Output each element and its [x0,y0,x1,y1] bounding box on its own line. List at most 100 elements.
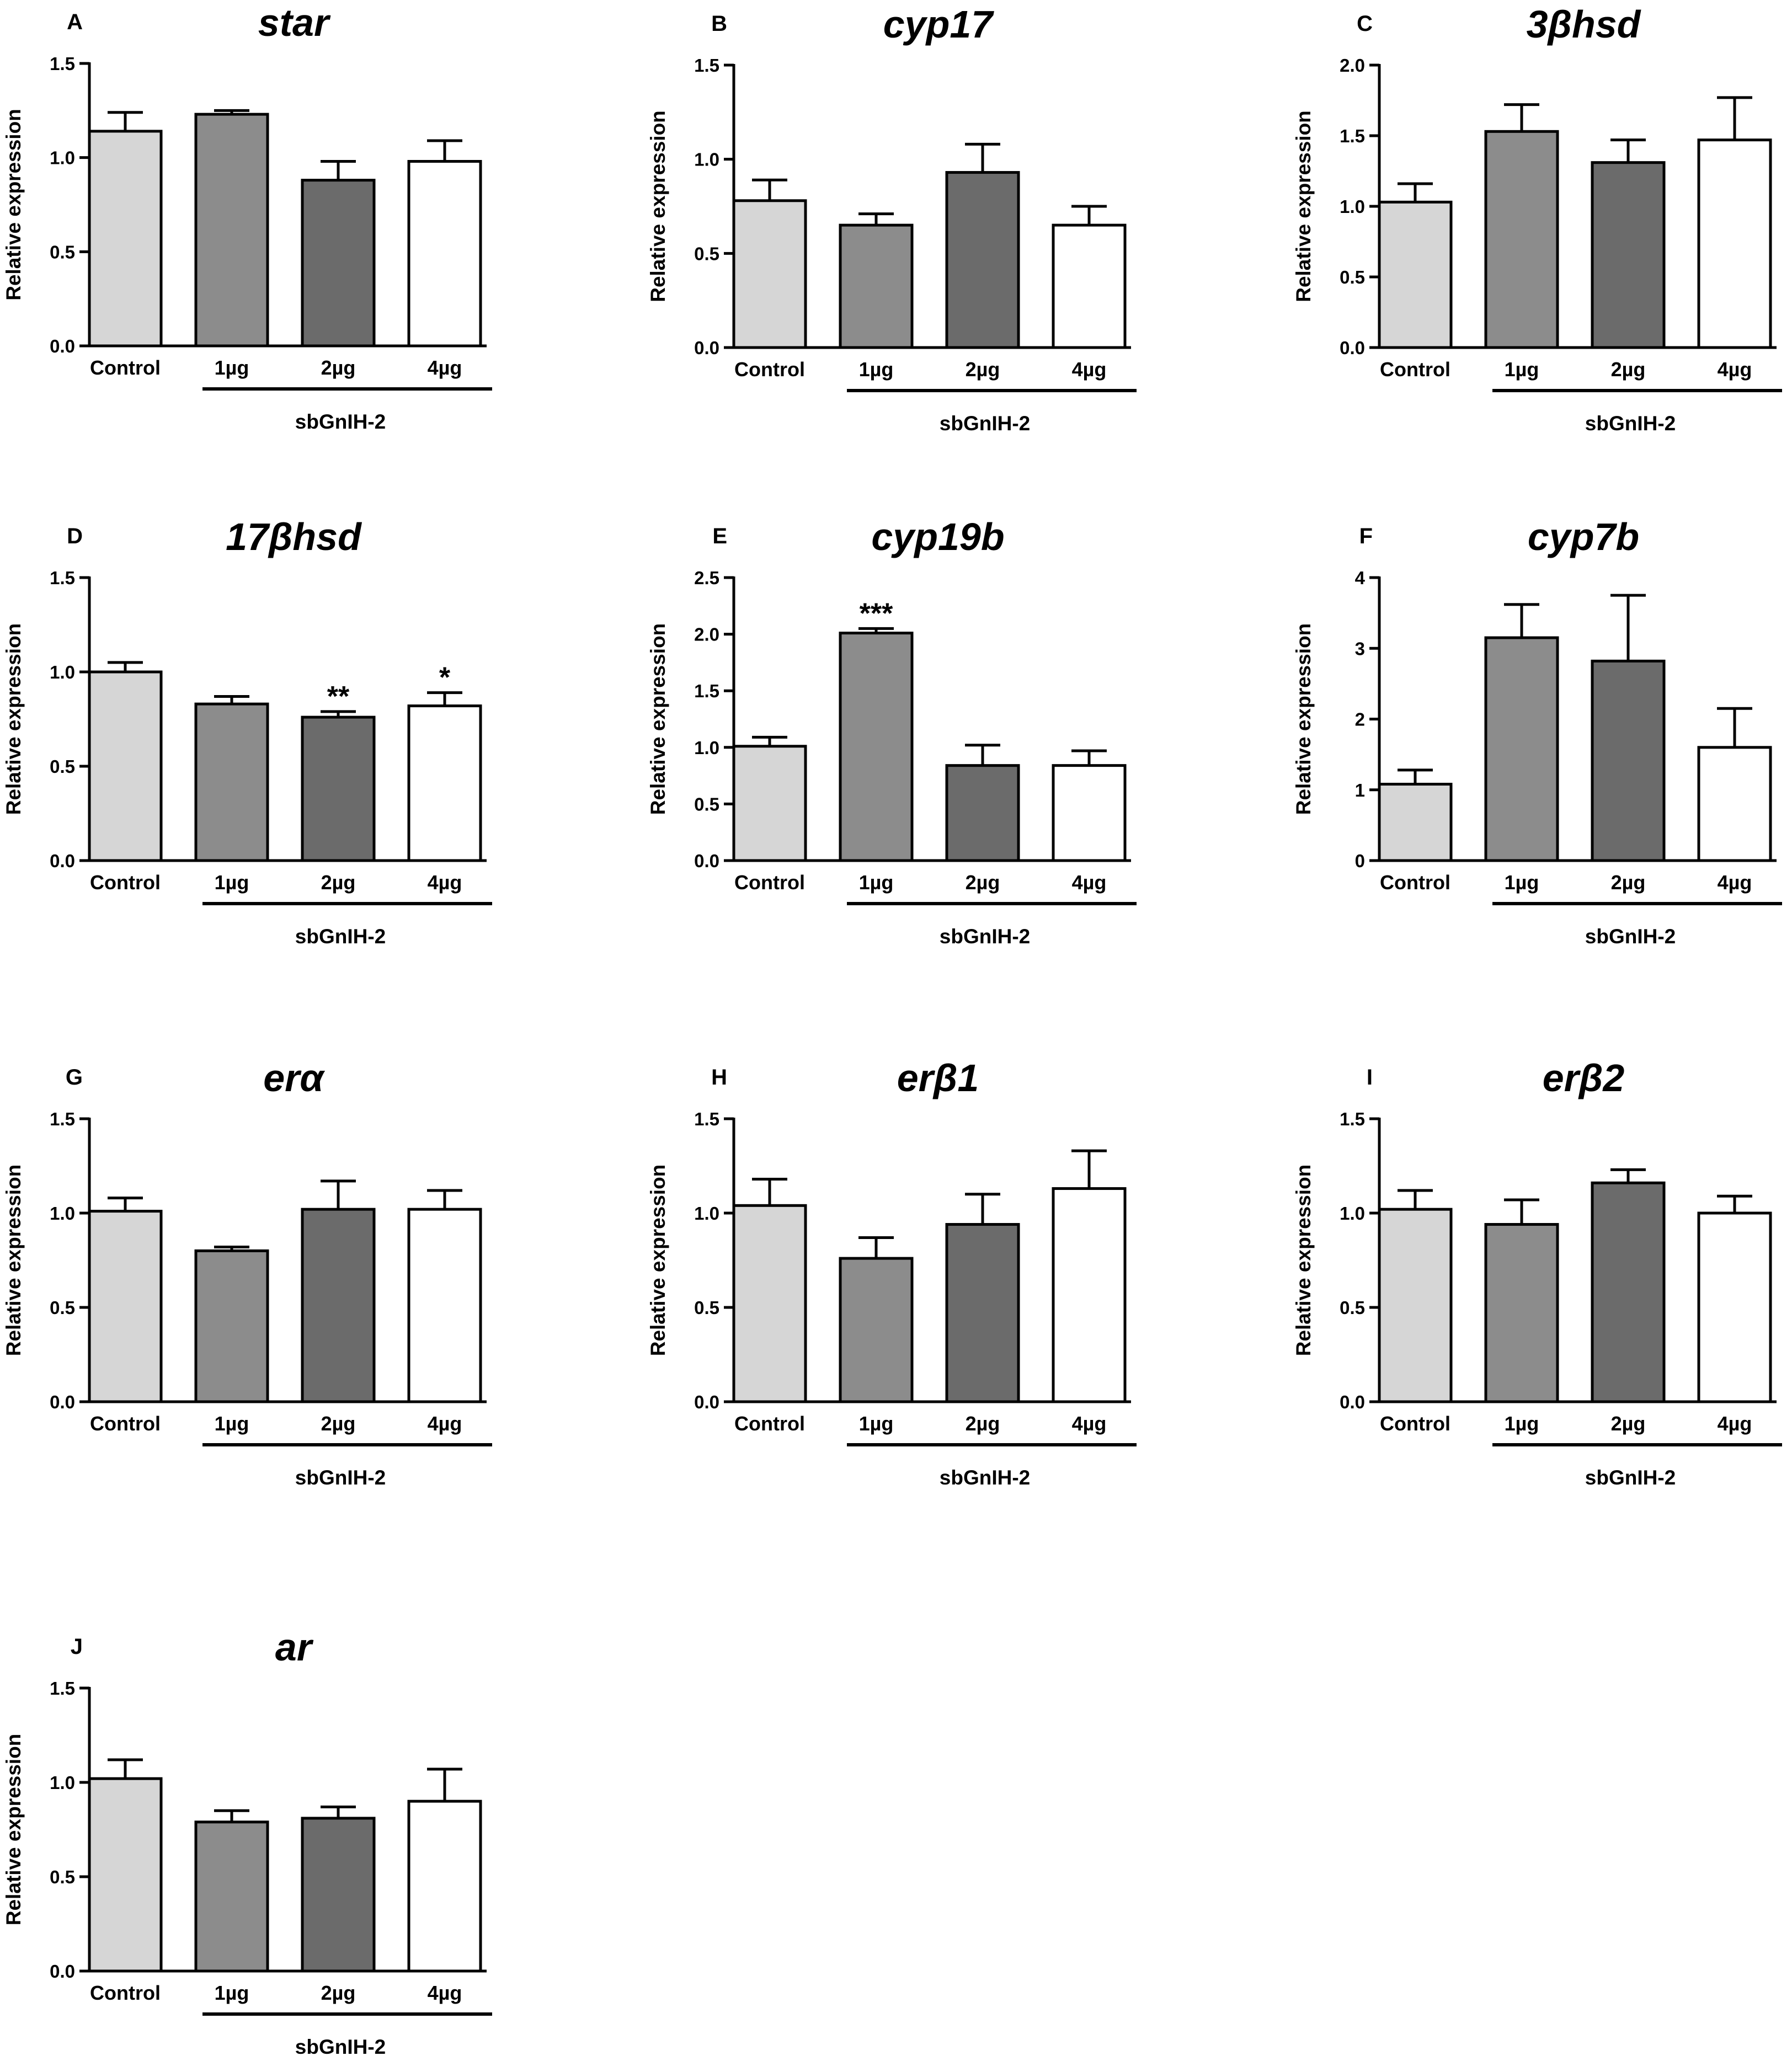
bar-4g [407,159,482,348]
y-tick-label: 1.0 [694,149,719,170]
bar-4g [1697,1211,1772,1403]
bar-2g [301,715,376,862]
y-tick-label: 0.0 [694,1392,719,1412]
y-tick-label: 0.5 [694,1297,719,1318]
x-tick-label: Control [1380,871,1450,894]
x-tick-label: Control [734,358,805,381]
y-tick-label: 2 [1355,709,1365,730]
x-tick-label: 4µg [428,871,462,894]
chart-title: 3βhsd [1527,3,1641,46]
panel-letter: F [1359,524,1373,548]
bar-1g [194,113,269,348]
x-tick-label: 4µg [1072,1412,1107,1435]
bar-1g [1484,1223,1559,1403]
bar-1g [194,1820,269,1973]
x-tick-label: 2µg [966,1412,1000,1435]
chart-title: cyp17 [883,3,995,46]
y-tick-label: 1.0 [50,662,75,682]
y-tick-label: 0.5 [50,756,75,777]
panel-letter: C [1357,12,1373,36]
bar-4g [407,1799,482,1973]
bar-control [732,1204,807,1403]
bar-control [88,1210,163,1403]
x-tick-label: Control [734,871,805,894]
y-tick-label: 1.5 [50,54,75,74]
x-tick-label: Control [90,356,161,379]
y-tick-label: 1.5 [50,1109,75,1129]
bar-4g [1052,1187,1127,1403]
x-tick-label: 4µg [1718,871,1752,894]
y-tick-label: 3 [1355,638,1365,659]
panel-letter: E [712,524,727,548]
significance-marker: ** [327,681,350,713]
x-tick-label: 1µg [859,1412,894,1435]
y-tick-label: 1.0 [50,148,75,168]
y-tick-label: 1.5 [50,568,75,588]
y-axis-label: Relative expression [2,1734,25,1926]
x-tick-label: 1µg [1505,871,1539,894]
panel-letter: G [66,1065,83,1090]
bar-2g [1591,659,1666,862]
bar-1g [1484,636,1559,862]
bar-2g [1591,1181,1666,1403]
x-tick-label: 1µg [215,356,249,379]
x-tick-label: 4µg [1072,358,1107,381]
x-tick-label: 4µg [1718,358,1752,381]
bar-4g [1052,223,1127,349]
chart-title: 17βhsd [226,515,362,558]
y-axis-label: Relative expression [2,1165,25,1357]
chart-title: ar [275,1626,314,1669]
y-tick-label: 0.0 [694,338,719,358]
treatment-group-label: sbGnIH-2 [295,1466,386,1489]
bar-1g [194,702,269,862]
x-tick-label: 4µg [1718,1412,1752,1435]
y-tick-label: 0.0 [50,1961,75,1982]
bar-2g [1591,161,1666,349]
y-tick-label: 0.0 [50,336,75,356]
y-tick-label: 0.5 [1340,1297,1365,1318]
x-tick-label: 4µg [428,1412,462,1435]
treatment-group-label: sbGnIH-2 [295,410,386,433]
bar-4g [1697,746,1772,862]
bar-1g [839,1257,914,1403]
y-axis-label: Relative expression [647,623,669,815]
bar-1g [194,1249,269,1403]
x-tick-label: 2µg [321,871,356,894]
chart-title: star [258,1,331,44]
panel-letter: B [711,12,727,36]
x-tick-label: 1µg [859,358,894,381]
x-tick-label: Control [90,1412,161,1435]
chart-panel-d: D 17βhsd Relative expression 0.0 0.5 1.0 1.5 Co… [2,515,492,948]
y-tick-label: 1.0 [50,1203,75,1224]
x-tick-label: Control [734,1412,805,1435]
x-tick-label: 1µg [1505,358,1539,381]
y-tick-label: 1.5 [50,1678,75,1699]
x-tick-label: 2µg [1611,358,1646,381]
x-tick-label: 1µg [215,871,249,894]
y-axis-label: Relative expression [647,110,669,302]
treatment-group-label: sbGnIH-2 [1585,925,1676,948]
treatment-group-label: sbGnIH-2 [940,412,1030,435]
y-tick-label: 0.0 [1340,338,1365,358]
y-tick-label: 0.5 [50,1867,75,1887]
chart-title: erβ2 [1543,1056,1625,1099]
y-tick-label: 0.0 [1340,1392,1365,1412]
x-tick-label: Control [1380,358,1450,381]
x-tick-label: 2µg [321,1982,356,2004]
bar-2g [301,1817,376,1973]
x-tick-label: 1µg [1505,1412,1539,1435]
y-tick-label: 1 [1355,780,1365,800]
bar-1g [839,632,914,862]
treatment-group-label: sbGnIH-2 [1585,412,1676,435]
bar-2g [301,1208,376,1403]
x-tick-label: Control [90,871,161,894]
y-tick-label: 1.5 [694,681,719,701]
